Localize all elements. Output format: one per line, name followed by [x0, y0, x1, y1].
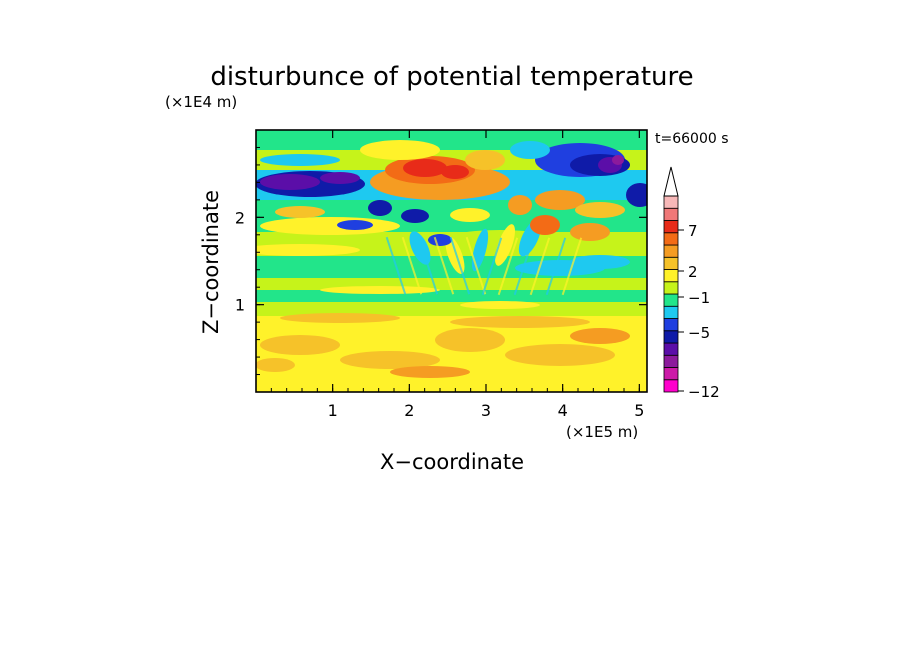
- contour-blob: [510, 141, 550, 159]
- contour-blob: [280, 313, 400, 323]
- contour-blob: [530, 215, 560, 235]
- contour-blob: [435, 328, 505, 352]
- contour-blob: [260, 217, 400, 235]
- wave-streak: [545, 237, 567, 296]
- colorbar-swatch: [663, 269, 679, 283]
- wave-streak: [449, 236, 471, 295]
- wave-streak: [481, 237, 503, 296]
- contour-band: [256, 130, 647, 150]
- contour-blob: [256, 244, 360, 256]
- wave-streak: [385, 236, 407, 295]
- wave-streak: [561, 237, 583, 296]
- time-label: t=66000 s: [655, 131, 729, 147]
- contour-blob: [260, 174, 320, 190]
- colorbar-swatch: [663, 281, 679, 295]
- contour-blob: [508, 195, 532, 215]
- colorbar-swatch: [663, 220, 679, 234]
- contour-blob: [495, 224, 515, 266]
- colorbar-swatch: [663, 256, 679, 270]
- contour-blob: [401, 209, 429, 223]
- colorbar-swatch: [663, 330, 679, 344]
- contour-blob: [570, 255, 630, 269]
- x-scale-label: (×1E5 m): [566, 423, 638, 441]
- wave-streak: [465, 236, 487, 295]
- contour-blob: [471, 228, 489, 272]
- contour-blob: [337, 220, 373, 230]
- colorbar-label: −5: [688, 324, 710, 342]
- wave-streak: [433, 236, 455, 295]
- contour-band: [256, 302, 647, 316]
- x-tick-label: 2: [404, 401, 414, 420]
- y-tick-label: 1: [235, 296, 245, 315]
- wave-streak: [497, 237, 519, 296]
- contour-blob: [450, 208, 490, 222]
- colorbar-swatch: [663, 379, 679, 393]
- colorbar-swatch: [663, 342, 679, 356]
- contour-blob: [460, 301, 540, 309]
- colorbar-label: 7: [688, 222, 698, 240]
- wave-streak: [529, 237, 551, 296]
- axis-ticks: 1 2 3 4 5 1 2: [235, 130, 647, 420]
- x-tick-label: 5: [634, 401, 644, 420]
- colorbar-label: −12: [688, 383, 720, 401]
- colorbar-swatch: [663, 195, 679, 209]
- colorbar-swatch: [663, 293, 679, 307]
- contour-blob: [626, 183, 647, 207]
- contour-blob: [428, 234, 452, 246]
- colorbar: 7 2 −1 −5 −12: [663, 166, 720, 401]
- colorbar-extend-arrow: [663, 166, 679, 197]
- contour-blob: [256, 358, 295, 372]
- x-tick-label: 3: [481, 401, 491, 420]
- contour-field: [256, 130, 647, 392]
- contour-blob: [260, 335, 340, 355]
- contour-blob: [320, 286, 440, 294]
- contour-blob: [320, 172, 360, 184]
- contour-blob: [390, 366, 470, 378]
- colorbar-swatch: [663, 305, 679, 319]
- x-axis-label: X−coordinate: [380, 450, 524, 474]
- contour-blob: [505, 344, 615, 366]
- contour-blob: [340, 351, 440, 369]
- contour-blob: [570, 328, 630, 344]
- wave-streak: [513, 237, 535, 296]
- plot-frame: [255, 129, 648, 393]
- colorbar-swatch: [663, 207, 679, 221]
- contour-blob: [260, 154, 340, 166]
- contour-blob: [575, 202, 625, 218]
- colorbar-swatch: [663, 318, 679, 332]
- x-tick-label: 1: [328, 401, 338, 420]
- chart-title: disturbunce of potential temperature: [210, 62, 693, 92]
- wave-streak: [401, 236, 423, 295]
- x-tick-label: 4: [558, 401, 568, 420]
- colorbar-label: −1: [688, 289, 710, 307]
- contour-blob: [441, 165, 469, 179]
- wave-streak: [417, 236, 439, 295]
- colorbar-swatch: [663, 367, 679, 381]
- contour-blob: [535, 190, 585, 210]
- y-axis-label: Z−coordinate: [199, 190, 223, 334]
- contour-blob: [612, 155, 624, 165]
- y-tick-label: 2: [235, 208, 245, 227]
- contour-blob: [275, 206, 325, 218]
- colorbar-swatch: [663, 232, 679, 246]
- colorbar-swatch: [663, 354, 679, 368]
- colorbar-label: 2: [688, 263, 698, 281]
- contour-blob: [465, 150, 505, 170]
- colorbar-swatch: [663, 244, 679, 258]
- contour-blob: [450, 316, 590, 328]
- contour-blob: [403, 159, 447, 177]
- contour-blob: [570, 223, 610, 241]
- y-scale-label: (×1E4 m): [165, 93, 237, 111]
- contour-blob: [368, 200, 392, 216]
- contour-blob: [360, 140, 440, 160]
